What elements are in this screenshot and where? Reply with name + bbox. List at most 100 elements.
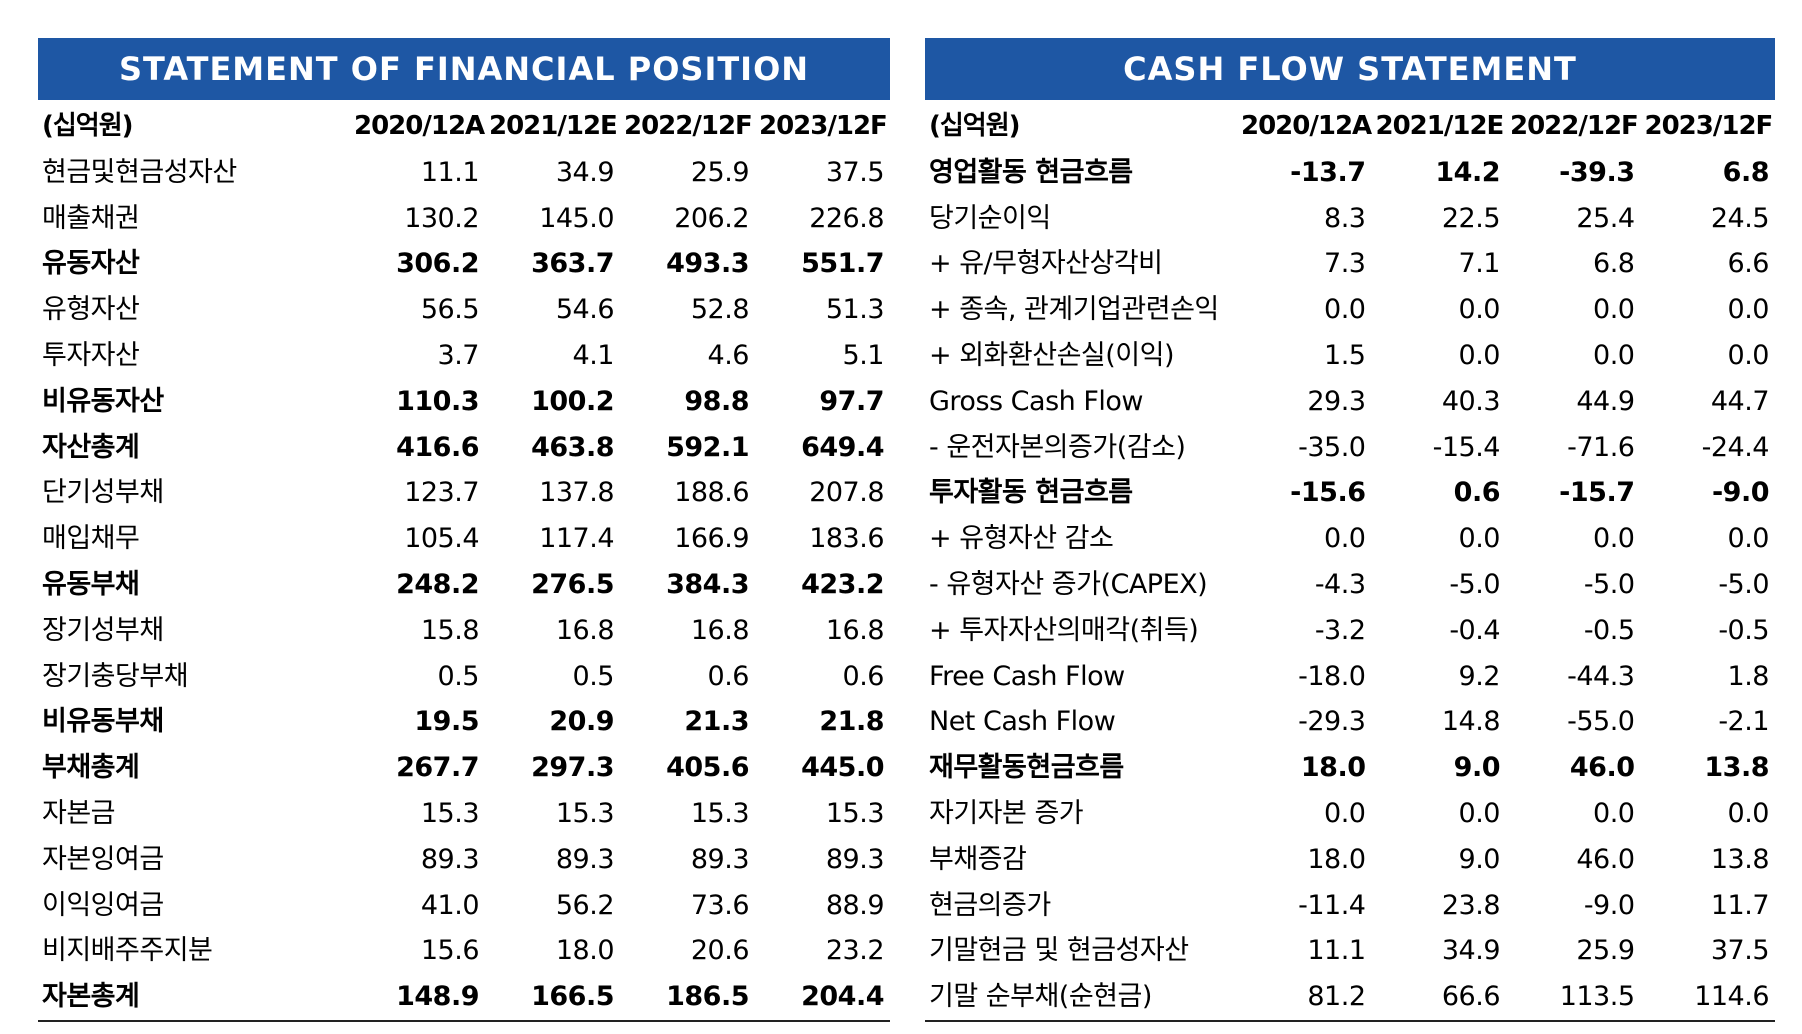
cell-value: 15.3 xyxy=(825,797,885,829)
row-label: 당기순이익 xyxy=(929,202,1051,234)
cell-value: 649.4 xyxy=(801,431,884,463)
cell-value: 226.8 xyxy=(809,202,884,234)
row-label: + 유형자산 감소 xyxy=(929,523,1114,555)
cell-value: 14.2 xyxy=(1435,156,1500,188)
row-label: 유동부채 xyxy=(42,568,140,600)
row-label: 매출채권 xyxy=(42,202,140,234)
cell-value: 18.0 xyxy=(1300,752,1366,784)
cell-value: 15.6 xyxy=(420,935,480,967)
table-row: 장기성부채 15.8 16.8 16.8 16.8 xyxy=(38,608,890,654)
cell-value: 493.3 xyxy=(666,248,749,280)
table-row: + 종속, 관계기업관련손익 0.0 0.0 0.0 0.0 xyxy=(925,287,1775,333)
cell-value: 137.8 xyxy=(539,477,614,509)
row-label: + 투자자산의매각(취득) xyxy=(929,614,1199,646)
table-row: 자본금 15.3 15.3 15.3 15.3 xyxy=(38,791,890,837)
table-row: 재무활동현금흐름 18.0 9.0 46.0 13.8 xyxy=(925,745,1775,791)
cell-value: 9.2 xyxy=(1458,660,1501,692)
cell-value: -44.3 xyxy=(1567,660,1635,692)
cell-value: 13.8 xyxy=(1704,752,1769,784)
cell-value: 267.7 xyxy=(396,752,479,784)
cell-value: 56.5 xyxy=(420,294,480,326)
cell-value: 0.0 xyxy=(1458,523,1501,555)
table-row: 부채증감 18.0 9.0 46.0 13.8 xyxy=(925,837,1775,883)
cell-value: 40.3 xyxy=(1441,385,1501,417)
cell-value: 0.0 xyxy=(1593,294,1635,326)
cell-value: -24.4 xyxy=(1701,431,1770,463)
row-label: 자본총계 xyxy=(42,981,140,1013)
financial-position-panel: STATEMENT OF FINANCIAL POSITION (십억원) 20… xyxy=(38,38,890,1022)
cell-value: 0.0 xyxy=(1324,294,1366,326)
table-row: 단기성부채 123.7 137.8 188.6 207.8 xyxy=(38,470,890,516)
cell-value: 0.6 xyxy=(707,660,750,692)
cell-value: 18.0 xyxy=(555,935,615,967)
cell-value: -9.0 xyxy=(1711,477,1770,509)
row-label: 비지배주주지분 xyxy=(42,935,213,967)
cell-value: 551.7 xyxy=(801,248,884,280)
table-row: 당기순이익 8.3 22.5 25.4 24.5 xyxy=(925,196,1775,242)
cell-value: -29.3 xyxy=(1298,706,1366,738)
table-row: + 유/무형자산상각비 7.3 7.1 6.8 6.6 xyxy=(925,241,1775,287)
cell-value: 46.0 xyxy=(1569,752,1635,784)
cell-value: 186.5 xyxy=(666,981,749,1013)
row-label: 단기성부채 xyxy=(42,477,164,509)
table-row: 자기자본 증가 0.0 0.0 0.0 0.0 xyxy=(925,791,1775,837)
cell-value: 463.8 xyxy=(531,431,614,463)
cell-value: 34.9 xyxy=(555,156,615,188)
cell-value: 88.9 xyxy=(825,889,885,921)
cell-value: 44.9 xyxy=(1576,385,1635,417)
cell-value: 11.1 xyxy=(420,156,480,188)
cell-value: 56.2 xyxy=(555,889,615,921)
cell-value: 66.6 xyxy=(1441,981,1501,1013)
table-header-row: (십억원) 2020/12A 2021/12E 2022/12F 2023/12… xyxy=(925,104,1775,150)
row-label: Net Cash Flow xyxy=(929,706,1116,738)
table-row: 부채총계 267.7 297.3 405.6 445.0 xyxy=(38,745,890,791)
table-row: 자본잉여금 89.3 89.3 89.3 89.3 xyxy=(38,837,890,883)
cell-value: 16.8 xyxy=(825,614,885,646)
row-label: 비유동자산 xyxy=(42,385,164,417)
cell-value: 29.3 xyxy=(1307,385,1366,417)
cell-value: 46.0 xyxy=(1576,843,1635,875)
cell-value: 384.3 xyxy=(666,568,749,600)
row-label: 기말 순부채(순현금) xyxy=(929,981,1152,1013)
row-label: - 유형자산 증가(CAPEX) xyxy=(929,568,1208,600)
row-label: 영업활동 현금흐름 xyxy=(929,156,1133,188)
cell-value: 4.6 xyxy=(707,339,750,371)
cell-value: 0.0 xyxy=(1324,797,1366,829)
financial-position-table: (십억원) 2020/12A 2021/12E 2022/12F 2023/12… xyxy=(38,104,890,1022)
cell-value: 188.6 xyxy=(674,477,749,509)
cell-value: 0.0 xyxy=(1458,797,1501,829)
row-label: 유동자산 xyxy=(42,248,140,280)
row-label: + 유/무형자산상각비 xyxy=(929,248,1163,280)
table-row: Net Cash Flow -29.3 14.8 -55.0 -2.1 xyxy=(925,699,1775,745)
cell-value: 0.6 xyxy=(1453,477,1501,509)
table-row: 자산총계 416.6 463.8 592.1 649.4 xyxy=(38,425,890,471)
unit-label: (십억원) xyxy=(42,111,134,141)
table-row: 유동자산 306.2 363.7 493.3 551.7 xyxy=(38,241,890,287)
cell-value: 100.2 xyxy=(531,385,614,417)
table-row: 비유동부채 19.5 20.9 21.3 21.8 xyxy=(38,699,890,745)
cell-value: 98.8 xyxy=(684,385,749,417)
cell-value: 21.8 xyxy=(819,706,884,738)
cell-value: 25.9 xyxy=(1576,935,1635,967)
cell-value: 0.0 xyxy=(1593,797,1635,829)
cell-value: 14.8 xyxy=(1441,706,1501,738)
cell-value: 25.4 xyxy=(1576,202,1635,234)
table-row: 비지배주주지분 15.6 18.0 20.6 23.2 xyxy=(38,928,890,974)
table-row: 현금및현금성자산 11.1 34.9 25.9 37.5 xyxy=(38,150,890,196)
cell-value: 9.0 xyxy=(1453,752,1501,784)
table-header-row: (십억원) 2020/12A 2021/12E 2022/12F 2023/12… xyxy=(38,104,890,150)
cell-value: 6.6 xyxy=(1727,248,1770,280)
cell-value: 6.8 xyxy=(1722,156,1770,188)
cell-value: 0.0 xyxy=(1593,523,1635,555)
cell-value: 89.3 xyxy=(825,843,885,875)
column-header: 2021/12E xyxy=(1375,111,1505,141)
cell-value: 89.3 xyxy=(690,843,750,875)
row-label: 유형자산 xyxy=(42,294,140,326)
cell-value: 363.7 xyxy=(531,248,614,280)
table-row: 비유동자산 110.3 100.2 98.8 97.7 xyxy=(38,379,890,425)
table-row: - 유형자산 증가(CAPEX) -4.3 -5.0 -5.0 -5.0 xyxy=(925,562,1775,608)
cell-value: 52.8 xyxy=(690,294,750,326)
cell-value: 0.6 xyxy=(842,660,885,692)
cell-value: 16.8 xyxy=(555,614,615,646)
cell-value: 0.5 xyxy=(437,660,480,692)
